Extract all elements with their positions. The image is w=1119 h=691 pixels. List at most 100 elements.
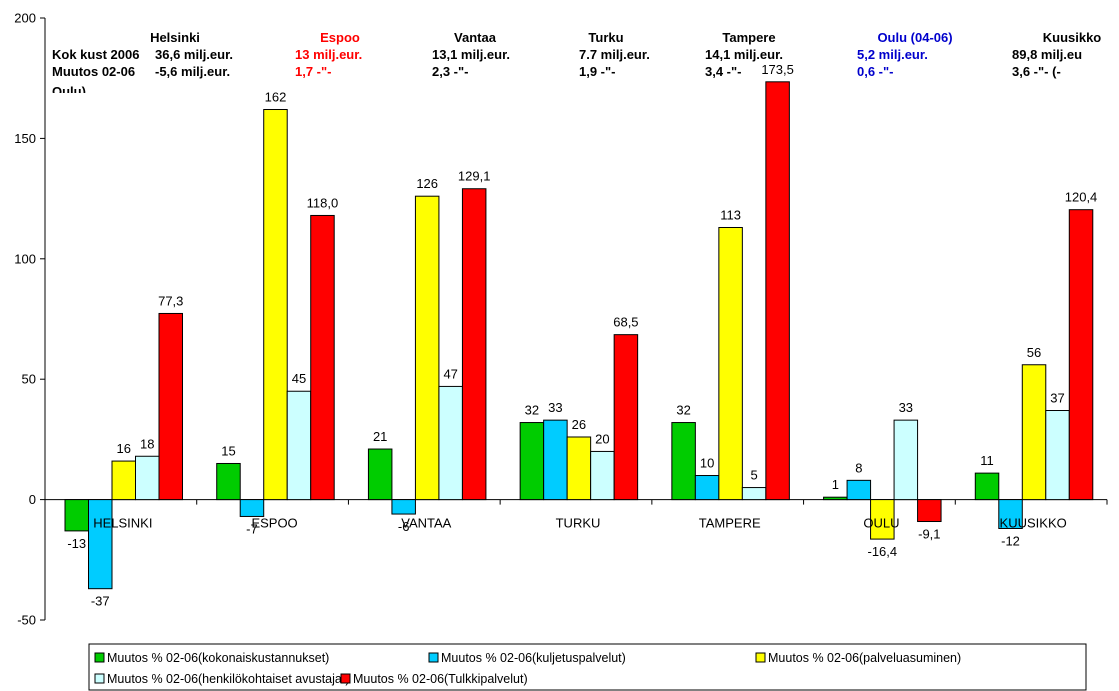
bar xyxy=(1068,209,1094,501)
legend-swatch xyxy=(94,673,105,684)
annotation-city-name: Helsinki xyxy=(150,30,200,45)
bar xyxy=(1045,410,1070,501)
annotation-change: 1,7 -"- xyxy=(295,64,332,79)
annotation-cost: 7.7 milj.eur. xyxy=(579,47,650,62)
bar xyxy=(566,436,592,501)
data-label: 118,0 xyxy=(307,195,339,210)
bar xyxy=(414,195,440,501)
y-tick-label: 200 xyxy=(14,11,36,26)
data-label: 1 xyxy=(832,477,839,492)
data-label: 126 xyxy=(416,176,438,191)
data-label: 45 xyxy=(292,371,306,386)
x-category-label: HELSINKI xyxy=(93,516,152,531)
annotation-city-name: Turku xyxy=(588,30,623,45)
legend-label: Muutos % 02-06(kuljetuspalvelut) xyxy=(441,651,626,665)
data-label: 20 xyxy=(595,431,609,446)
data-label: 10 xyxy=(700,456,714,471)
data-label: -37 xyxy=(91,594,110,609)
data-label: -13 xyxy=(67,536,86,551)
data-label: 8 xyxy=(855,460,862,475)
x-category-label: OULU xyxy=(863,516,899,531)
annotation-city-name: Oulu (04-06) xyxy=(877,30,952,45)
bar xyxy=(111,460,136,501)
bar xyxy=(88,499,113,590)
bar xyxy=(438,385,463,501)
data-label: 26 xyxy=(572,417,586,432)
data-label: 129,1 xyxy=(458,169,491,184)
x-category-label: TURKU xyxy=(556,516,601,531)
bar xyxy=(1021,364,1047,501)
annotation-cost: 13,1 milj.eur. xyxy=(432,47,510,62)
bar xyxy=(613,334,639,501)
bar xyxy=(543,419,568,501)
data-label: 32 xyxy=(525,403,539,418)
bar xyxy=(286,390,312,501)
bar xyxy=(367,448,393,501)
legend-swatch xyxy=(94,652,105,663)
legend-label: Muutos % 02-06(Tulkkipalvelut) xyxy=(353,672,528,686)
legend-swatch xyxy=(755,652,766,663)
bar xyxy=(823,496,848,501)
data-label: 15 xyxy=(221,443,235,458)
data-label: 120,4 xyxy=(1065,190,1098,205)
legend-box xyxy=(88,643,1087,691)
bar xyxy=(216,462,241,501)
annotation-overflow: Oulu) xyxy=(52,84,86,99)
y-tick-label: 100 xyxy=(14,251,36,266)
y-tick-label: 0 xyxy=(29,492,36,507)
annotation-city-name: Espoo xyxy=(320,30,360,45)
bar xyxy=(158,312,183,501)
annotation-cost: 36,6 milj.eur. xyxy=(155,47,233,62)
data-label: 47 xyxy=(443,366,457,381)
data-label: -12 xyxy=(1001,533,1020,548)
bar xyxy=(239,499,265,517)
data-label: -6 xyxy=(398,519,410,534)
data-label: -9,1 xyxy=(918,527,940,542)
data-label: 56 xyxy=(1027,345,1041,360)
annotation-city-name: Kuusikko xyxy=(1043,30,1102,45)
annotation-change: 0,6 -"- xyxy=(857,64,894,79)
data-label: 68,5 xyxy=(613,315,638,330)
annotation-change: 3,4 -"- xyxy=(705,64,742,79)
bar xyxy=(974,472,1000,501)
x-category-label: KUUSIKKO xyxy=(1000,516,1067,531)
data-label: 32 xyxy=(676,403,690,418)
legend-label: Muutos % 02-06(palveluasuminen) xyxy=(768,651,961,665)
data-label: 18 xyxy=(140,436,154,451)
bar xyxy=(870,499,895,540)
annotation-cost: 5,2 milj.eur. xyxy=(857,47,928,62)
bar xyxy=(310,214,335,501)
legend-label: Muutos % 02-06(kokonaiskustannukset) xyxy=(107,651,329,665)
y-tick-label: -50 xyxy=(17,613,36,628)
annotation-cost: 14,1 milj.eur. xyxy=(705,47,783,62)
data-label: 5 xyxy=(750,468,757,483)
legend: Muutos % 02-06(kokonaiskustannukset) Muut… xyxy=(88,643,1087,691)
bar xyxy=(671,422,696,501)
annotation-city-name: Vantaa xyxy=(454,30,497,45)
bar xyxy=(846,479,872,501)
data-label: 162 xyxy=(265,90,287,105)
x-category-label: VANTAA xyxy=(401,516,451,531)
annotation-city-name: Tampere xyxy=(722,30,775,45)
legend-swatch xyxy=(428,652,439,663)
bar xyxy=(64,499,89,532)
data-label: 173,5 xyxy=(761,62,794,77)
legend-label: Muutos % 02-06(henkilökohtaiset avustaja… xyxy=(107,672,350,686)
annotation-row-label: Kok kust 2006 xyxy=(52,47,139,62)
data-label: 33 xyxy=(899,400,913,415)
annotation-cost: 89,8 milj.eu xyxy=(1012,47,1082,62)
bar xyxy=(263,109,288,501)
bar xyxy=(461,188,487,501)
bar xyxy=(391,499,416,515)
bar xyxy=(135,455,160,501)
bar xyxy=(694,475,720,501)
annotation-row-label: Muutos 02-06 xyxy=(52,64,135,79)
x-category-label: TAMPERE xyxy=(699,516,761,531)
data-label: 11 xyxy=(980,453,994,468)
data-label: 16 xyxy=(117,441,131,456)
bar xyxy=(893,419,919,501)
annotation-change: -5,6 milj.eur. xyxy=(155,64,230,79)
bar xyxy=(519,422,545,501)
